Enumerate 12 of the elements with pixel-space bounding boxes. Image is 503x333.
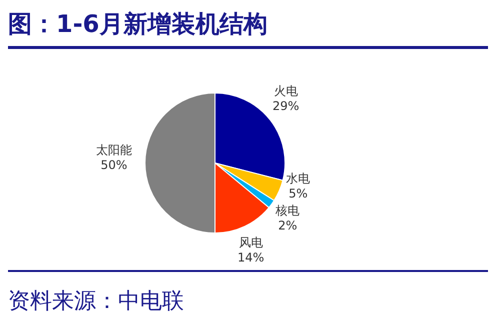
data-label: 5% bbox=[288, 186, 308, 201]
data-label: 29% bbox=[272, 99, 300, 114]
slice-label: 火电 bbox=[274, 84, 298, 98]
data-label: 14% bbox=[238, 250, 264, 264]
chart-title: 图：1-6月新增装机结构 bbox=[8, 9, 268, 40]
text: 资料来源：中电联 bbox=[8, 288, 184, 316]
slice-label: 水电 bbox=[286, 172, 310, 186]
slice-label: 核电 bbox=[274, 203, 300, 218]
slice-label: 太阳能 bbox=[96, 143, 132, 157]
data-label: 50% bbox=[100, 158, 128, 172]
slice-label: 风电 bbox=[238, 235, 263, 250]
data-label: 2% bbox=[278, 218, 298, 232]
